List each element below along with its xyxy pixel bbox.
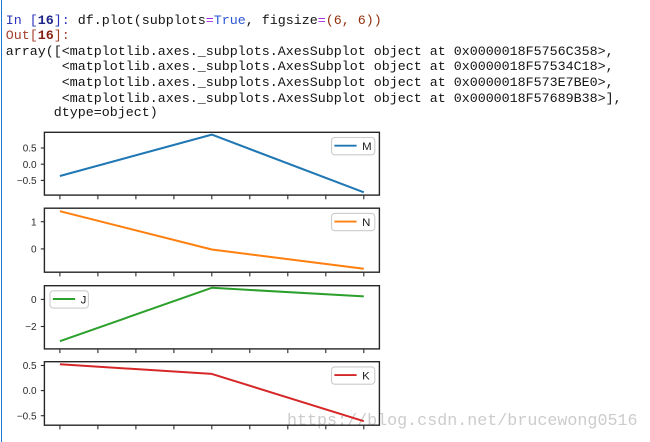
svg-text:1: 1	[31, 217, 37, 228]
svg-text:0.0: 0.0	[23, 160, 37, 171]
svg-text:M: M	[362, 141, 372, 153]
svg-text:0.5: 0.5	[23, 361, 37, 372]
svg-text:J: J	[81, 295, 87, 307]
svg-text:K: K	[362, 371, 370, 383]
svg-text:0: 0	[31, 244, 37, 255]
svg-text:0: 0	[31, 295, 37, 306]
svg-text:−0.5: −0.5	[17, 176, 37, 187]
svg-text:−0.5: −0.5	[17, 411, 37, 422]
svg-text:N: N	[362, 217, 370, 229]
svg-text:0.5: 0.5	[23, 144, 37, 155]
svg-text:0.0: 0.0	[23, 386, 37, 397]
svg-text:−2: −2	[25, 322, 37, 333]
